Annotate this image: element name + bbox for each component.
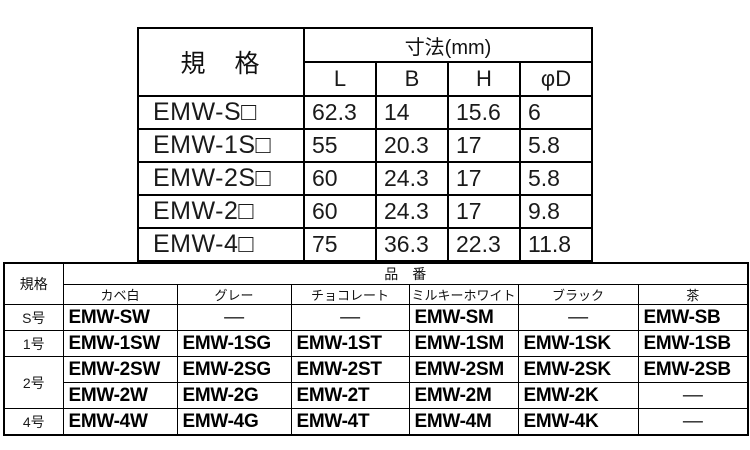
size-label: S号 bbox=[3, 304, 64, 331]
spec-row: EMW-2S□ 60 24.3 17 5.8 bbox=[137, 161, 594, 196]
dimensions-subheader-row: L B H φD bbox=[138, 61, 594, 97]
model-name: EMW-2□ bbox=[137, 194, 305, 229]
dim-L: 75 bbox=[303, 227, 377, 262]
dim-H: 22.3 bbox=[447, 227, 521, 262]
dim-L: 55 bbox=[303, 128, 377, 163]
part-number-cell: EMW-2K bbox=[517, 382, 639, 409]
part-row-s: S号 EMW-SW — — EMW-SM — EMW-SB bbox=[3, 304, 749, 331]
part-number-cell: EMW-SB bbox=[637, 304, 749, 331]
col-header-L: L bbox=[303, 61, 377, 97]
part-number-cell: EMW-4M bbox=[408, 408, 519, 436]
part-number-cell: EMW-2SW bbox=[62, 356, 178, 383]
part-number-cell: EMW-4W bbox=[62, 408, 178, 436]
spec-row: EMW-1S□ 55 20.3 17 5.8 bbox=[137, 128, 594, 163]
model-name: EMW-S□ bbox=[137, 95, 305, 130]
color-header-wall-white: カベ白 bbox=[62, 284, 178, 305]
part-number-cell: EMW-SM bbox=[408, 304, 519, 331]
size-label: 1号 bbox=[3, 330, 64, 357]
size-label: 2号 bbox=[3, 356, 64, 409]
dim-phiD: 9.8 bbox=[518, 194, 594, 229]
dim-B: 24.3 bbox=[375, 161, 449, 196]
dim-phiD: 5.8 bbox=[518, 161, 594, 196]
dim-H: 17 bbox=[447, 194, 521, 229]
empty-cell: — bbox=[176, 304, 292, 331]
part-number-cell: EMW-1SK bbox=[517, 330, 639, 357]
part-number-cell: EMW-2W bbox=[62, 382, 178, 409]
part-number-cell: EMW-1SW bbox=[62, 330, 178, 357]
part-row-1: 1号 EMW-1SW EMW-1SG EMW-1ST EMW-1SM EMW-1… bbox=[3, 330, 749, 357]
empty-cell: — bbox=[290, 304, 410, 331]
part-header-row: 規格 品 番 bbox=[3, 262, 749, 305]
part-number-cell: EMW-2G bbox=[176, 382, 292, 409]
dim-L: 62.3 bbox=[303, 95, 377, 130]
part-number-cell: EMW-SW bbox=[62, 304, 178, 331]
part-number-cell: EMW-4T bbox=[290, 408, 410, 436]
dim-B: 36.3 bbox=[375, 227, 449, 262]
empty-cell: — bbox=[637, 408, 749, 436]
col-header-phiD: φD bbox=[518, 61, 594, 97]
color-header-row: カベ白 グレー チョコレート ミルキーホワイト ブラック 茶 bbox=[4, 284, 749, 305]
dimensions-mm-header: 寸法(mm) bbox=[302, 27, 594, 63]
model-name: EMW-1S□ bbox=[137, 128, 305, 163]
dim-phiD: 6 bbox=[518, 95, 594, 130]
dim-B: 14 bbox=[375, 95, 449, 130]
dimensions-header-row: 規 格 寸法(mm) bbox=[137, 27, 594, 97]
model-name: EMW-2S□ bbox=[137, 161, 305, 196]
part-numbers-table: 規格 品 番 カベ白 グレー チョコレート ミルキーホワイト ブラック 茶 S号… bbox=[3, 262, 749, 436]
model-name: EMW-4□ bbox=[137, 227, 305, 262]
dim-H: 17 bbox=[447, 161, 521, 196]
dim-B: 24.3 bbox=[375, 194, 449, 229]
spec-column-header: 規格 bbox=[3, 262, 64, 305]
dim-B: 20.3 bbox=[375, 128, 449, 163]
spec-row: EMW-S□ 62.3 14 15.6 6 bbox=[137, 95, 594, 130]
part-number-cell: EMW-2SG bbox=[176, 356, 292, 383]
part-number-cell: EMW-2M bbox=[408, 382, 519, 409]
dim-phiD: 11.8 bbox=[518, 227, 594, 262]
dimensions-table: 規 格 寸法(mm) L B H φD EMW-S□ 62.3 14 15.6 … bbox=[137, 27, 594, 262]
part-number-cell: EMW-1ST bbox=[290, 330, 410, 357]
dim-L: 60 bbox=[303, 194, 377, 229]
size-label: 4号 bbox=[3, 408, 64, 436]
color-header-gray: グレー bbox=[176, 284, 292, 305]
part-number-cell: EMW-2ST bbox=[290, 356, 410, 383]
part-row-2: EMW-2W EMW-2G EMW-2T EMW-2M EMW-2K — bbox=[4, 382, 749, 409]
part-number-cell: EMW-2SB bbox=[637, 356, 749, 383]
part-number-cell: EMW-4G bbox=[176, 408, 292, 436]
part-number-cell: EMW-1SM bbox=[408, 330, 519, 357]
spec-row: EMW-4□ 75 36.3 22.3 11.8 bbox=[137, 227, 594, 262]
part-number-cell: EMW-1SG bbox=[176, 330, 292, 357]
color-header-black: ブラック bbox=[517, 284, 639, 305]
empty-cell: — bbox=[637, 382, 749, 409]
part-row-4: 4号 EMW-4W EMW-4G EMW-4T EMW-4M EMW-4K — bbox=[3, 408, 749, 436]
part-number-cell: EMW-4K bbox=[517, 408, 639, 436]
part-number-cell: EMW-2T bbox=[290, 382, 410, 409]
col-header-B: B bbox=[375, 61, 449, 97]
spec-column-header: 規 格 bbox=[137, 27, 305, 97]
part-number-cell: EMW-1SB bbox=[637, 330, 749, 357]
dim-H: 17 bbox=[447, 128, 521, 163]
dim-phiD: 5.8 bbox=[518, 128, 594, 163]
color-header-milky-white: ミルキーホワイト bbox=[408, 284, 519, 305]
part-number-cell: EMW-2SK bbox=[517, 356, 639, 383]
color-header-brown: 茶 bbox=[637, 284, 749, 305]
color-header-chocolate: チョコレート bbox=[290, 284, 410, 305]
empty-cell: — bbox=[517, 304, 639, 331]
col-header-H: H bbox=[447, 61, 521, 97]
dim-H: 15.6 bbox=[447, 95, 521, 130]
part-number-header: 品 番 bbox=[62, 262, 749, 285]
part-row-2s: 2号 EMW-2SW EMW-2SG EMW-2ST EMW-2SM EMW-2… bbox=[3, 356, 749, 409]
dim-L: 60 bbox=[303, 161, 377, 196]
spec-row: EMW-2□ 60 24.3 17 9.8 bbox=[137, 194, 594, 229]
part-number-cell: EMW-2SM bbox=[408, 356, 519, 383]
